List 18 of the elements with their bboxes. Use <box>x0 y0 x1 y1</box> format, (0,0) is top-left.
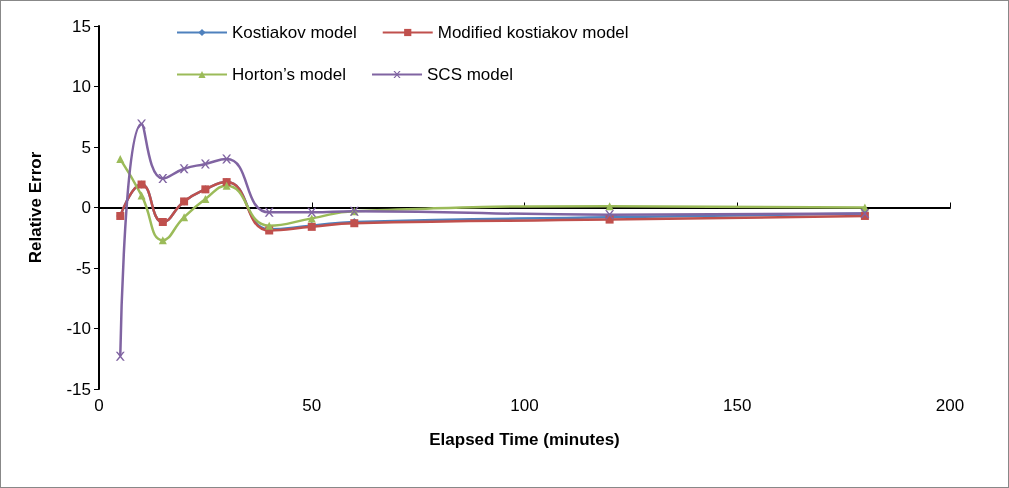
y-tick-label: -15 <box>66 379 91 399</box>
y-tick-label: -10 <box>66 319 91 338</box>
legend-label: SCS model <box>427 65 513 84</box>
y-tick-label: 0 <box>81 198 91 217</box>
y-tick-label: 15 <box>72 16 91 36</box>
legend-label: Horton’s model <box>232 65 347 84</box>
legend-label: Modified kostiakov model <box>437 23 629 42</box>
x-axis-title: Elapsed Time (minutes) <box>429 430 620 449</box>
x-tick-label: 200 <box>935 396 965 415</box>
y-tick-label: 5 <box>81 137 91 157</box>
x-tick-label: 150 <box>723 396 752 415</box>
x-tick-label: 50 <box>302 396 322 415</box>
y-tick-label: 10 <box>72 77 91 96</box>
legend-label: Kostiakov model <box>232 23 357 42</box>
x-tick-label: 100 <box>510 396 539 415</box>
y-tick-label: -5 <box>75 258 91 278</box>
y-axis-title: Relative Error <box>26 151 45 264</box>
x-tick-label: 0 <box>94 396 104 415</box>
